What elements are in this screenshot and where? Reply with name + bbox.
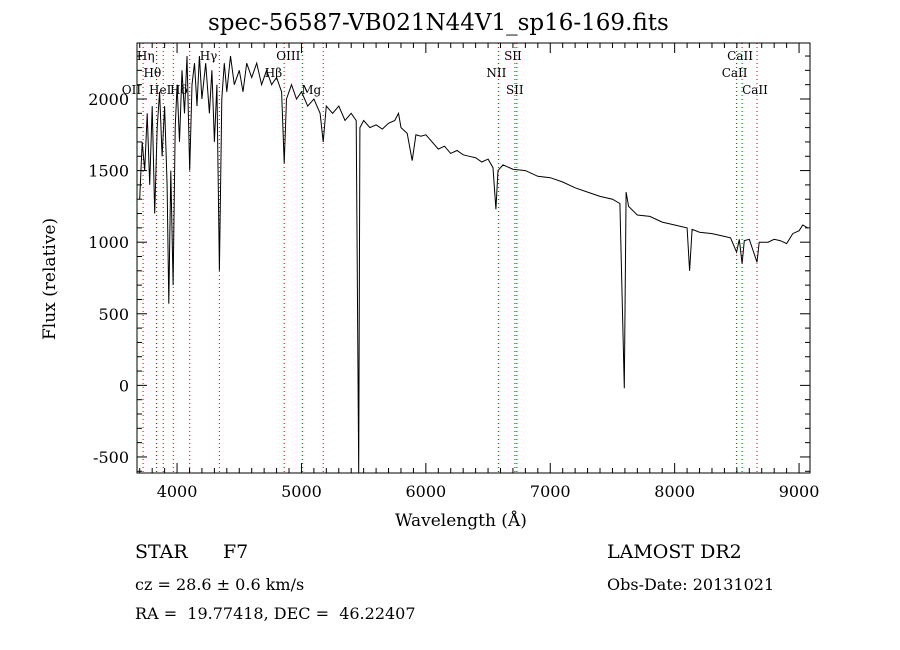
y-tick-label: 0 (119, 376, 129, 395)
marker-label: OIII (276, 49, 300, 63)
marker-label: Mg (301, 83, 321, 97)
marker-label: CaII (722, 66, 748, 80)
marker-label: SII (504, 49, 522, 63)
object-class: STAR (135, 541, 188, 563)
object-subclass: F7 (223, 541, 249, 563)
survey-label: LAMOST DR2 (607, 541, 742, 563)
obs-date: Obs-Date: 20131021 (607, 575, 775, 594)
marker-label: SII (506, 83, 524, 97)
y-tick-label: 2000 (88, 90, 129, 109)
marker-label: Hθ (144, 66, 162, 80)
coordinates-text: RA = 19.77418, DEC = 46.22407 (135, 604, 416, 623)
x-tick-label: 6000 (405, 482, 446, 501)
x-tick-label: 8000 (654, 482, 695, 501)
x-tick-label: 7000 (530, 482, 571, 501)
marker-label: CaII (742, 83, 768, 97)
y-tick-label: 1500 (88, 162, 129, 181)
spectrum-line (139, 55, 809, 473)
marker-label: HeI (149, 83, 172, 97)
x-tick-label: 5000 (281, 482, 322, 501)
marker-label: CaII (727, 49, 753, 63)
x-tick-label: 9000 (779, 482, 820, 501)
chart-title: spec-56587-VB021N44V1_sp16-169.fits (208, 10, 669, 36)
plot-frame (136, 42, 811, 474)
marker-label: NII (486, 66, 506, 80)
y-tick-label: 500 (98, 305, 129, 324)
x-axis-label: Wavelength (Å) (395, 511, 527, 531)
y-axis-label: Flux (relative) (40, 217, 60, 340)
marker-label: Hη (137, 49, 155, 63)
marker-label: Hγ (200, 49, 218, 63)
y-tick-label: 1000 (88, 233, 129, 252)
y-tick-label: -500 (93, 448, 129, 467)
marker-label: OII (122, 83, 142, 97)
x-tick-label: 4000 (157, 482, 198, 501)
redshift-text: cz = 28.6 ± 0.6 km/s (135, 575, 305, 594)
